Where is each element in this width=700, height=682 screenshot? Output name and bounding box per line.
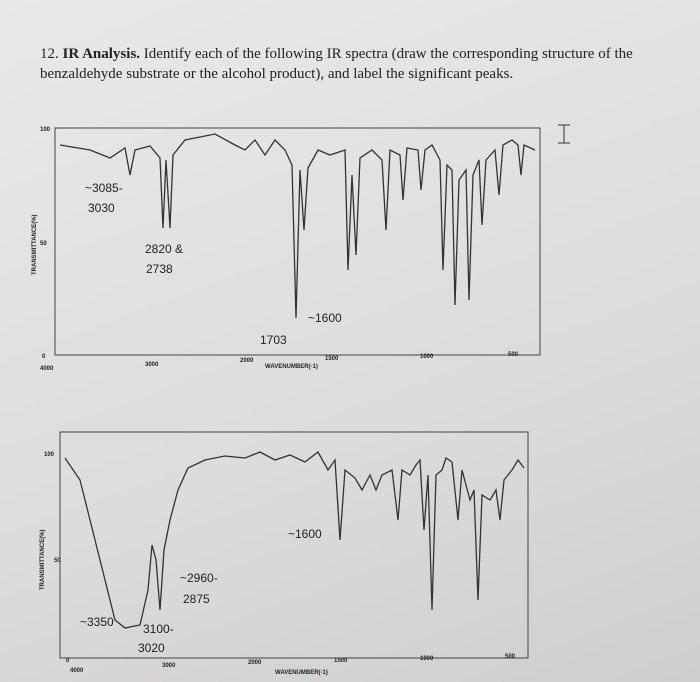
- annotation: ~1600: [308, 311, 342, 325]
- question-number: 12.: [40, 46, 59, 62]
- ir-curve: [59, 133, 536, 319]
- x-tick-label: 1500: [334, 658, 348, 664]
- x-tick-label: 500: [508, 352, 519, 358]
- ir-curve: [64, 451, 525, 629]
- x-axis-label: WAVENUMBER(-1): [275, 670, 328, 676]
- x-tick-label: 4000: [40, 366, 54, 372]
- spectrum-2: ~1600 ~2960- 2875 ~3350 3100- 3020 100 5…: [40, 431, 529, 676]
- x-axis-label: WAVENUMBER(-1): [265, 364, 318, 370]
- question-text: Identify each of the following IR spectr…: [40, 46, 633, 82]
- annotation: 3100-: [143, 622, 174, 636]
- y-tick-label: 100: [44, 452, 55, 458]
- y-tick-label: 50: [54, 558, 61, 564]
- annotation: 2738: [146, 262, 173, 276]
- x-tick-label: 1500: [325, 356, 339, 362]
- y-tick-label: 100: [40, 127, 51, 133]
- annotation: ~2960-: [180, 571, 218, 585]
- annotation: ~3350: [80, 615, 114, 629]
- annotation: 3020: [138, 641, 165, 655]
- annotation: 3030: [88, 201, 115, 215]
- x-tick-label: 1000: [420, 656, 434, 662]
- x-tick-label: 3000: [145, 362, 159, 368]
- x-tick-label: 3000: [162, 663, 176, 669]
- y-axis-label: TRANSMITTANCE(%): [40, 529, 46, 590]
- y-tick-label: 50: [40, 241, 47, 247]
- frame: [59, 431, 529, 659]
- x-tick-label: 2000: [240, 358, 254, 364]
- annotation: ~1600: [288, 527, 322, 541]
- x-tick-label: 4000: [70, 668, 84, 674]
- annotation: ~3085-: [85, 181, 123, 195]
- y-axis-label: TRANSMITTANCE(%): [32, 214, 38, 275]
- x-tick-label: 500: [505, 654, 516, 660]
- question-heading: IR Analysis.: [62, 46, 141, 62]
- spectrum-1: ~3085- 3030 2820 & 2738 ~1600 1703 100 5…: [32, 124, 570, 372]
- y-tick-label: 0: [66, 658, 70, 664]
- x-tick-label: 1000: [420, 354, 434, 360]
- x-tick-label: 2000: [248, 660, 262, 666]
- frame: [54, 127, 541, 356]
- y-tick-label: 0: [42, 354, 46, 360]
- question: 12. IR Analysis. Identify each of the fo…: [40, 44, 650, 84]
- annotation: 2820 &: [145, 242, 183, 256]
- annotation: 2875: [183, 592, 210, 606]
- annotation: 1703: [260, 333, 287, 347]
